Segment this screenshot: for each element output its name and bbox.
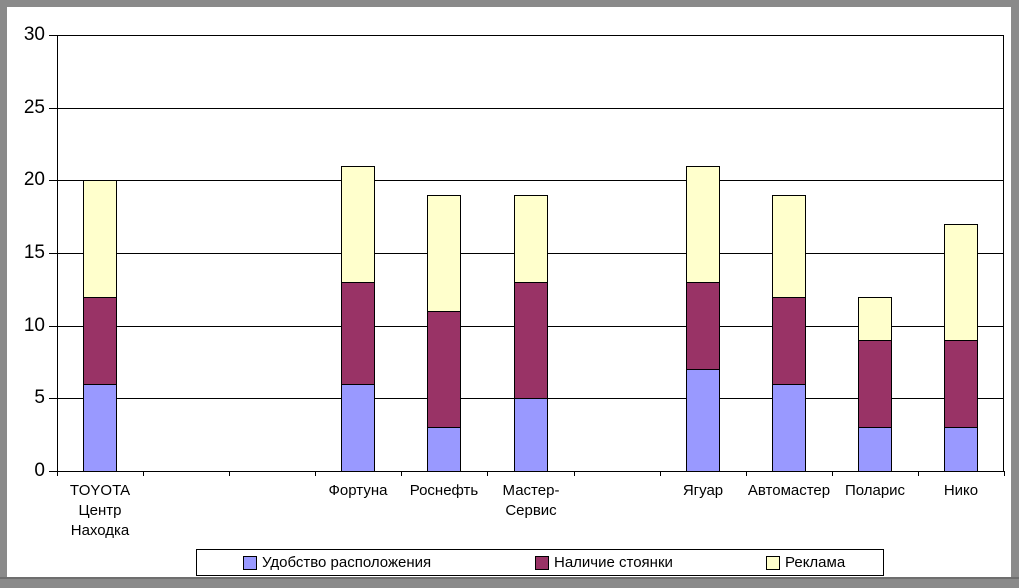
x-axis-tick	[487, 471, 488, 476]
legend: Удобство расположения Наличие стоянки Рекл…	[196, 549, 884, 576]
category-label-line: Поларис	[844, 482, 906, 499]
bar-segment	[772, 384, 806, 472]
bar-segment	[427, 311, 461, 428]
y-axis-label-5: 5	[34, 387, 45, 408]
y-axis-tick-25	[49, 108, 57, 109]
category-label-line: Мастер-	[502, 482, 560, 499]
bar-segment	[427, 427, 461, 472]
category-label: Ягуар	[639, 481, 767, 501]
x-axis-tick	[401, 471, 402, 476]
bar-segment	[514, 398, 548, 472]
x-axis-tick	[143, 471, 144, 476]
x-axis-tick	[918, 471, 919, 476]
y-axis-label-30: 30	[23, 24, 45, 45]
x-axis-tick	[1004, 471, 1005, 476]
gridline-25	[57, 108, 1004, 109]
bar-segment	[858, 427, 892, 472]
bar-segment	[686, 369, 720, 472]
category-label: Нико	[897, 481, 1019, 501]
category-label: Фортуна	[294, 481, 422, 501]
bar-segment	[514, 195, 548, 283]
x-axis-tick	[832, 471, 833, 476]
bar-segment	[686, 282, 720, 370]
category-label: Мастер- Сервис	[467, 481, 595, 521]
window-frame-bottom-edge	[0, 577, 1019, 579]
y-axis-tick-10	[49, 326, 57, 327]
bar-segment	[341, 384, 375, 472]
category-label-line: Ягуар	[682, 482, 724, 499]
category-label: TOYOTA Центр Находка	[36, 481, 164, 541]
x-axis-tick	[574, 471, 575, 476]
y-axis-label-20: 20	[23, 169, 45, 190]
category-label-line: TOYOTA	[69, 482, 131, 499]
y-axis-tick-20	[49, 180, 57, 181]
y-axis-label-25: 25	[23, 97, 45, 118]
bar-segment	[427, 195, 461, 312]
category-label-line: Нико	[943, 482, 979, 499]
category-label-line: Фортуна	[328, 482, 388, 499]
legend-swatch-icon	[535, 555, 549, 570]
x-axis-tick	[746, 471, 747, 476]
category-label: Поларис	[811, 481, 939, 501]
category-label-line: Сервис	[505, 502, 557, 519]
legend-swatch-icon	[243, 555, 257, 570]
bar-segment	[83, 180, 117, 298]
legend-item: Реклама	[766, 550, 845, 575]
bar-segment	[514, 282, 548, 399]
x-axis-tick	[229, 471, 230, 476]
x-axis-tick	[315, 471, 316, 476]
category-label-line: Находка	[70, 522, 130, 539]
bar-segment	[772, 195, 806, 298]
y-axis-label-0: 0	[34, 460, 45, 481]
category-label: Роснефть	[380, 481, 508, 501]
x-axis-tick	[660, 471, 661, 476]
legend-item: Удобство расположения	[243, 550, 431, 575]
bar-segment	[944, 224, 978, 341]
bar-segment	[686, 166, 720, 283]
category-label-line: Автомастер	[747, 482, 831, 499]
bar-segment	[341, 166, 375, 283]
legend-swatch-icon	[766, 555, 780, 570]
category-label-line: Роснефть	[409, 482, 479, 499]
y-axis-label-15: 15	[23, 242, 45, 263]
legend-item-label: Реклама	[785, 554, 846, 571]
bar-segment	[83, 297, 117, 385]
legend-item-label: Наличие стоянки	[554, 554, 673, 571]
y-axis-tick-0	[49, 471, 57, 472]
bar-segment	[341, 282, 375, 385]
bar-segment	[83, 384, 117, 472]
gridline-20	[57, 180, 1004, 181]
category-label: Автомастер	[725, 481, 853, 501]
legend-item: Наличие стоянки	[535, 550, 673, 575]
bar-segment	[858, 340, 892, 428]
y-axis-tick-15	[49, 253, 57, 254]
y-axis-label-10: 10	[23, 315, 45, 336]
legend-item-label: Удобство расположения	[262, 554, 432, 571]
x-axis-tick	[57, 471, 58, 476]
bar-segment	[944, 427, 978, 472]
bar-segment	[944, 340, 978, 428]
y-axis-tick-5	[49, 398, 57, 399]
y-axis-tick-30	[49, 35, 57, 36]
category-label-line: Центр	[78, 502, 122, 519]
bar-segment	[772, 297, 806, 385]
bar-segment	[858, 297, 892, 341]
